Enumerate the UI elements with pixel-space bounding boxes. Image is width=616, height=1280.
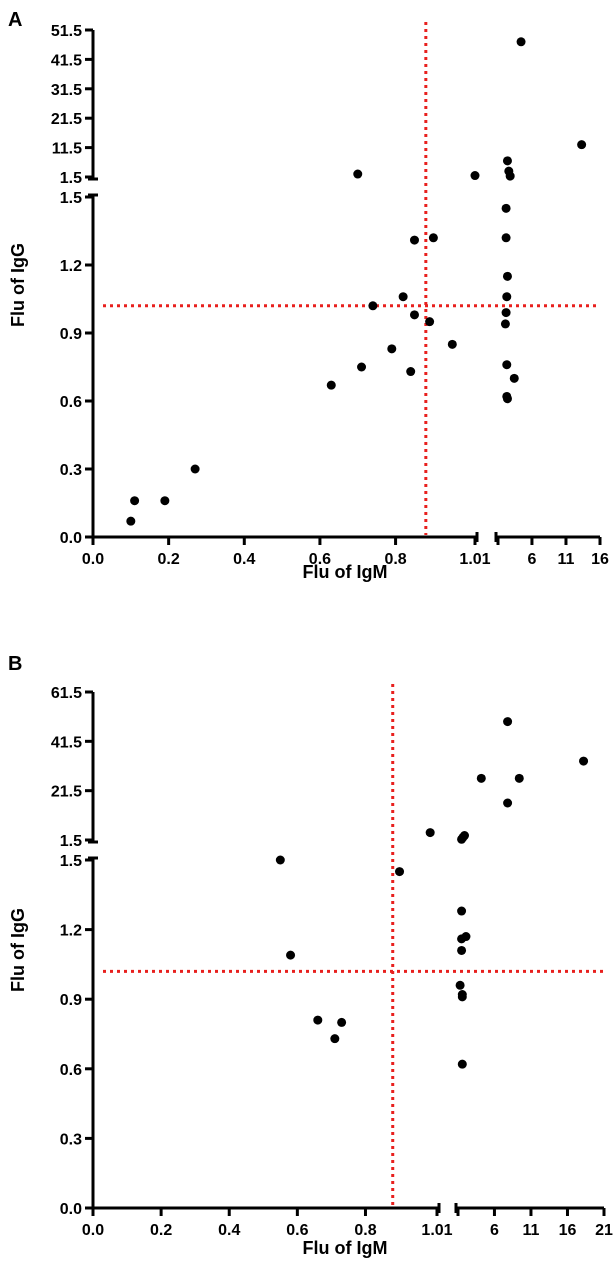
y-tick-label: 0.6 bbox=[60, 394, 82, 411]
data-point bbox=[502, 360, 512, 370]
data-point bbox=[516, 37, 526, 47]
data-point bbox=[337, 1017, 347, 1027]
panel-label: A bbox=[8, 9, 22, 31]
y-tick-label: 11.5 bbox=[52, 141, 82, 158]
data-point bbox=[160, 496, 170, 506]
y-tick-label: 0.3 bbox=[60, 462, 82, 479]
x-tick-label: 1.01 bbox=[421, 1222, 452, 1239]
y-tick-label: 1.5 bbox=[60, 170, 82, 187]
data-point bbox=[503, 798, 513, 808]
data-point bbox=[503, 717, 513, 727]
data-point bbox=[476, 773, 486, 783]
x-tick-label: 6 bbox=[490, 1222, 499, 1239]
data-point bbox=[425, 317, 435, 327]
data-point bbox=[470, 171, 480, 181]
data-point bbox=[447, 339, 457, 349]
x-tick-label: 0.8 bbox=[384, 551, 406, 568]
y-tick-label: 0.9 bbox=[60, 992, 82, 1009]
data-point bbox=[330, 1034, 340, 1044]
y-tick-label: 0.6 bbox=[60, 1062, 82, 1079]
x-tick-label: 16 bbox=[591, 551, 609, 568]
y-tick-label: 21.5 bbox=[51, 111, 82, 128]
data-point bbox=[409, 235, 419, 245]
data-point bbox=[457, 945, 467, 955]
y-tick-label: 1.5 bbox=[60, 833, 82, 850]
data-point bbox=[460, 831, 470, 841]
data-point bbox=[395, 867, 405, 877]
x-tick-label: 1.01 bbox=[459, 551, 490, 568]
data-point bbox=[505, 171, 515, 181]
x-tick-label: 6 bbox=[528, 551, 537, 568]
data-point bbox=[461, 932, 471, 942]
data-point bbox=[387, 344, 397, 354]
x-tick-label: 16 bbox=[559, 1222, 577, 1239]
data-point bbox=[353, 169, 363, 179]
y-tick-label: 0.0 bbox=[60, 530, 82, 547]
x-tick-label: 0.0 bbox=[82, 1222, 104, 1239]
data-point bbox=[579, 756, 589, 766]
data-point bbox=[428, 233, 438, 243]
y-tick-label: 41.5 bbox=[51, 52, 82, 69]
y-axis-title: Flu of IgG bbox=[8, 243, 28, 327]
data-point bbox=[501, 233, 511, 243]
y-tick-label: 0.9 bbox=[60, 326, 82, 343]
data-point bbox=[577, 140, 587, 150]
x-tick-label: 0.6 bbox=[309, 551, 331, 568]
data-point bbox=[502, 292, 512, 302]
panel-label: B bbox=[8, 653, 22, 675]
y-tick-label: 41.5 bbox=[51, 734, 82, 751]
y-tick-label: 51.5 bbox=[51, 23, 82, 40]
y-tick-label: 1.5 bbox=[60, 190, 82, 207]
y-tick-label: 1.2 bbox=[60, 923, 82, 940]
data-point bbox=[502, 394, 512, 404]
data-point bbox=[406, 367, 416, 377]
data-point bbox=[501, 308, 511, 318]
data-point bbox=[457, 906, 467, 916]
x-tick-label: 21 bbox=[595, 1222, 613, 1239]
data-point bbox=[457, 992, 467, 1002]
data-point bbox=[357, 362, 367, 372]
y-tick-label: 21.5 bbox=[51, 784, 82, 801]
data-point bbox=[514, 773, 524, 783]
panel-a: A 0.0 0.3 0.6 0.9 1.2 1.5 1.5 11.5 21.5 31.5 41.5 51… bbox=[8, 9, 609, 582]
x-tick-label: 0.6 bbox=[286, 1222, 308, 1239]
data-point bbox=[501, 203, 511, 213]
x-tick-label: 0.4 bbox=[218, 1222, 240, 1239]
y-axis-title: Flu of IgG bbox=[8, 908, 28, 992]
x-tick-label: 0.4 bbox=[233, 551, 255, 568]
y-tick-label: 0.3 bbox=[60, 1131, 82, 1148]
y-tick-label: 31.5 bbox=[51, 82, 82, 99]
data-point bbox=[398, 292, 408, 302]
y-tick-label: 0.0 bbox=[60, 1201, 82, 1218]
data-point bbox=[409, 310, 419, 320]
y-tick-label: 1.2 bbox=[60, 258, 82, 275]
data-point bbox=[425, 828, 435, 838]
data-point bbox=[313, 1015, 323, 1025]
data-point bbox=[126, 516, 136, 526]
y-tick-label: 1.5 bbox=[60, 853, 82, 870]
x-tick-label: 0.2 bbox=[158, 551, 180, 568]
data-point bbox=[286, 950, 296, 960]
x-tick-label: 0.2 bbox=[150, 1222, 172, 1239]
data-point bbox=[502, 271, 512, 281]
x-axis-title: Flu of IgM bbox=[303, 1238, 388, 1258]
data-point bbox=[509, 373, 519, 383]
data-point bbox=[275, 855, 285, 865]
data-point bbox=[190, 464, 200, 474]
data-point bbox=[368, 301, 378, 311]
data-point bbox=[130, 496, 140, 506]
x-axis-title: Flu of IgM bbox=[303, 562, 388, 582]
data-point bbox=[500, 319, 510, 329]
data-point bbox=[457, 1059, 467, 1069]
x-tick-label: 0.0 bbox=[82, 551, 104, 568]
y-tick-label: 61.5 bbox=[51, 685, 82, 702]
x-tick-label: 11 bbox=[523, 1222, 540, 1239]
data-point bbox=[455, 980, 465, 990]
data-point bbox=[326, 380, 336, 390]
data-point bbox=[502, 156, 512, 166]
panel-b: B 0.0 0.3 0.6 0.9 1.2 1.5 1.5 21.5 41.5 61.5 0.0 0.2… bbox=[8, 653, 613, 1258]
x-tick-label: 11 bbox=[558, 551, 575, 568]
x-tick-label: 0.8 bbox=[354, 1222, 376, 1239]
